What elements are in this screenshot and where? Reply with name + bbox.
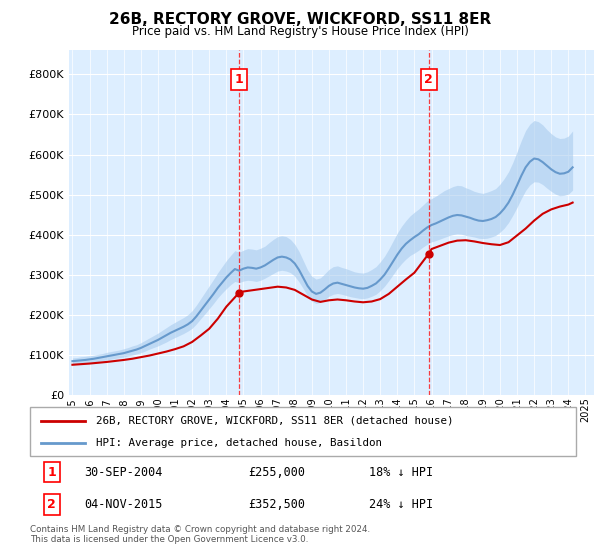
Text: 1: 1 xyxy=(47,465,56,479)
Text: Contains HM Land Registry data © Crown copyright and database right 2024.
This d: Contains HM Land Registry data © Crown c… xyxy=(30,525,370,544)
Text: £255,000: £255,000 xyxy=(248,465,305,479)
Text: £352,500: £352,500 xyxy=(248,498,305,511)
Text: HPI: Average price, detached house, Basildon: HPI: Average price, detached house, Basi… xyxy=(95,437,382,447)
Text: Price paid vs. HM Land Registry's House Price Index (HPI): Price paid vs. HM Land Registry's House … xyxy=(131,25,469,38)
Text: 26B, RECTORY GROVE, WICKFORD, SS11 8ER: 26B, RECTORY GROVE, WICKFORD, SS11 8ER xyxy=(109,12,491,27)
Text: 18% ↓ HPI: 18% ↓ HPI xyxy=(368,465,433,479)
Text: 1: 1 xyxy=(235,73,244,86)
Text: 24% ↓ HPI: 24% ↓ HPI xyxy=(368,498,433,511)
Text: 04-NOV-2015: 04-NOV-2015 xyxy=(85,498,163,511)
FancyBboxPatch shape xyxy=(30,407,576,456)
Text: 26B, RECTORY GROVE, WICKFORD, SS11 8ER (detached house): 26B, RECTORY GROVE, WICKFORD, SS11 8ER (… xyxy=(95,416,453,426)
Text: 30-SEP-2004: 30-SEP-2004 xyxy=(85,465,163,479)
Text: 2: 2 xyxy=(47,498,56,511)
Text: 2: 2 xyxy=(424,73,433,86)
